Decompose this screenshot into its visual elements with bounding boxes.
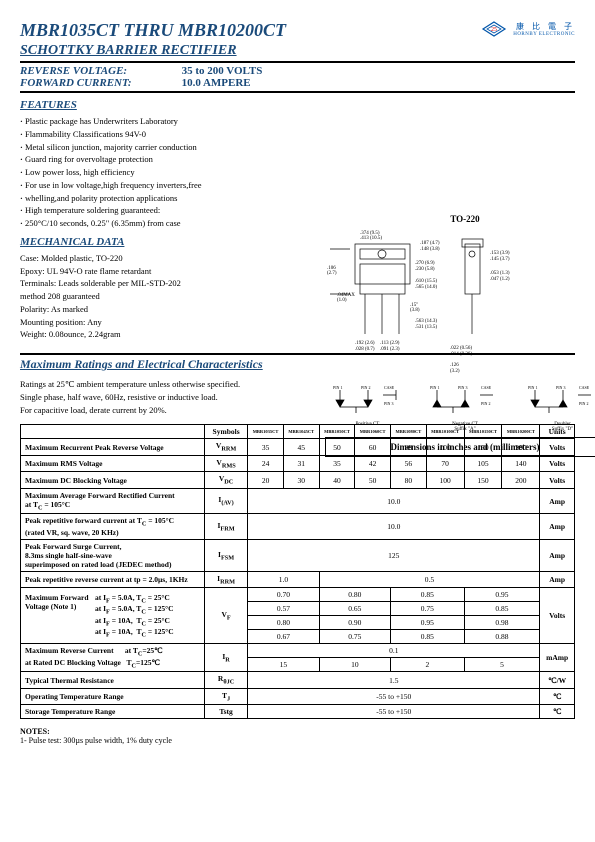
notes-heading: NOTES: <box>20 727 575 736</box>
pin-diag-2-label: Negative CT Suffix "A" <box>423 422 508 432</box>
svg-text:.091 (2.3): .091 (2.3) <box>380 347 400 352</box>
logo-en: HORNBY ELECTRONIC <box>513 32 575 37</box>
svg-text:PIN 2: PIN 2 <box>481 401 490 406</box>
svg-text:.014 (0.36): .014 (0.36) <box>450 352 472 357</box>
svg-text:.113 (2.9): .113 (2.9) <box>380 341 400 346</box>
svg-text:PIN 2: PIN 2 <box>579 401 588 406</box>
svg-text:PIN 3: PIN 3 <box>458 385 467 390</box>
svg-text:.153 (3.9): .153 (3.9) <box>490 251 510 256</box>
svg-text:CASE: CASE <box>481 385 492 390</box>
package-label: TO-220 <box>325 214 595 224</box>
svg-text:.565 (14.0): .565 (14.0) <box>415 285 437 290</box>
svg-text:.270 (6.9): .270 (6.9) <box>415 261 435 266</box>
forward-current-value: 10.0 AMPERE <box>182 77 263 89</box>
package-diagram: .187 (4.7).148 (3.8) .413 (10.5).374 (9.… <box>325 224 595 379</box>
page-title: MBR1035CT THRU MBR10200CT <box>20 20 286 41</box>
svg-text:.148 (3.8): .148 (3.8) <box>420 247 440 252</box>
svg-text:PIN 2: PIN 2 <box>361 385 370 390</box>
svg-text:PIN 3: PIN 3 <box>384 401 393 406</box>
note-1: 1- Pulse test: 300µs pulse width, 1% dut… <box>20 736 575 745</box>
svg-text:.413 (10.5): .413 (10.5) <box>360 236 382 241</box>
svg-text:CASE: CASE <box>384 385 395 390</box>
svg-text:.192 (2.6): .192 (2.6) <box>355 341 375 346</box>
page-subtitle: SCHOTTKY BARRIER RECTIFIER <box>20 43 286 59</box>
svg-text:PIN 3: PIN 3 <box>556 385 565 390</box>
svg-text:.145 (3.7): .145 (3.7) <box>490 257 510 262</box>
reverse-voltage-label: REVERSE VOLTAGE: <box>20 65 132 77</box>
svg-text:.610 (15.5): .610 (15.5) <box>415 279 437 284</box>
svg-text:(1.0): (1.0) <box>337 298 347 303</box>
dimensions-caption: Dimensions in inches and (millimeters) <box>325 437 595 457</box>
svg-text:.531 (13.5): .531 (13.5) <box>415 325 437 330</box>
svg-text:.022 (0.56): .022 (0.56) <box>450 346 472 351</box>
pin-diag-3-label: Doubler Suffix "D" <box>520 422 595 432</box>
svg-text:.374 (9.5): .374 (9.5) <box>360 231 380 236</box>
svg-text:25: 25 <box>491 27 497 33</box>
forward-current-label: FORWARD CURRENT: <box>20 77 132 89</box>
svg-text:CASE: CASE <box>579 385 590 390</box>
svg-text:.563 (14.3): .563 (14.3) <box>415 319 437 324</box>
logo-icon: 25 <box>481 20 507 38</box>
pin-diagrams: PIN 1 PIN 2 CASE PIN 3 Positive CT PIN 1 PIN… <box>325 385 595 432</box>
svg-text:(3.2): (3.2) <box>450 369 460 374</box>
svg-text:.187 (4.7): .187 (4.7) <box>420 241 440 246</box>
svg-text:.126: .126 <box>450 363 459 368</box>
mechanical-list: Case: Molded plastic, TO-220 Epoxy: UL 9… <box>20 252 275 341</box>
svg-text:(2.7): (2.7) <box>327 271 337 276</box>
ratings-table: SymbolsMBR1035CTMBR1045CTMBR1050CTMBR106… <box>20 424 575 719</box>
features-list: Plastic package has Underwriters Laborat… <box>20 115 275 230</box>
svg-text:.230 (5.8): .230 (5.8) <box>415 267 435 272</box>
reverse-voltage-value: 35 to 200 VOLTS <box>182 65 263 77</box>
logo-cn: 康 比 電 子 <box>513 21 575 32</box>
features-heading: FEATURES <box>20 99 275 111</box>
svg-text:PIN 1: PIN 1 <box>528 385 537 390</box>
svg-text:(3.8): (3.8) <box>410 308 420 313</box>
svg-text:.028 (0.7): .028 (0.7) <box>355 347 375 352</box>
mechanical-heading: MECHANICAL DATA <box>20 236 275 248</box>
svg-text:PIN 1: PIN 1 <box>430 385 439 390</box>
svg-text:.053 (1.3): .053 (1.3) <box>490 271 510 276</box>
pin-diag-1-label: Positive CT <box>325 422 410 427</box>
svg-text:PIN 1: PIN 1 <box>333 385 342 390</box>
svg-text:.047 (1.2): .047 (1.2) <box>490 277 510 282</box>
brand-logo: 25 康 比 電 子HORNBY ELECTRONIC <box>481 20 575 38</box>
